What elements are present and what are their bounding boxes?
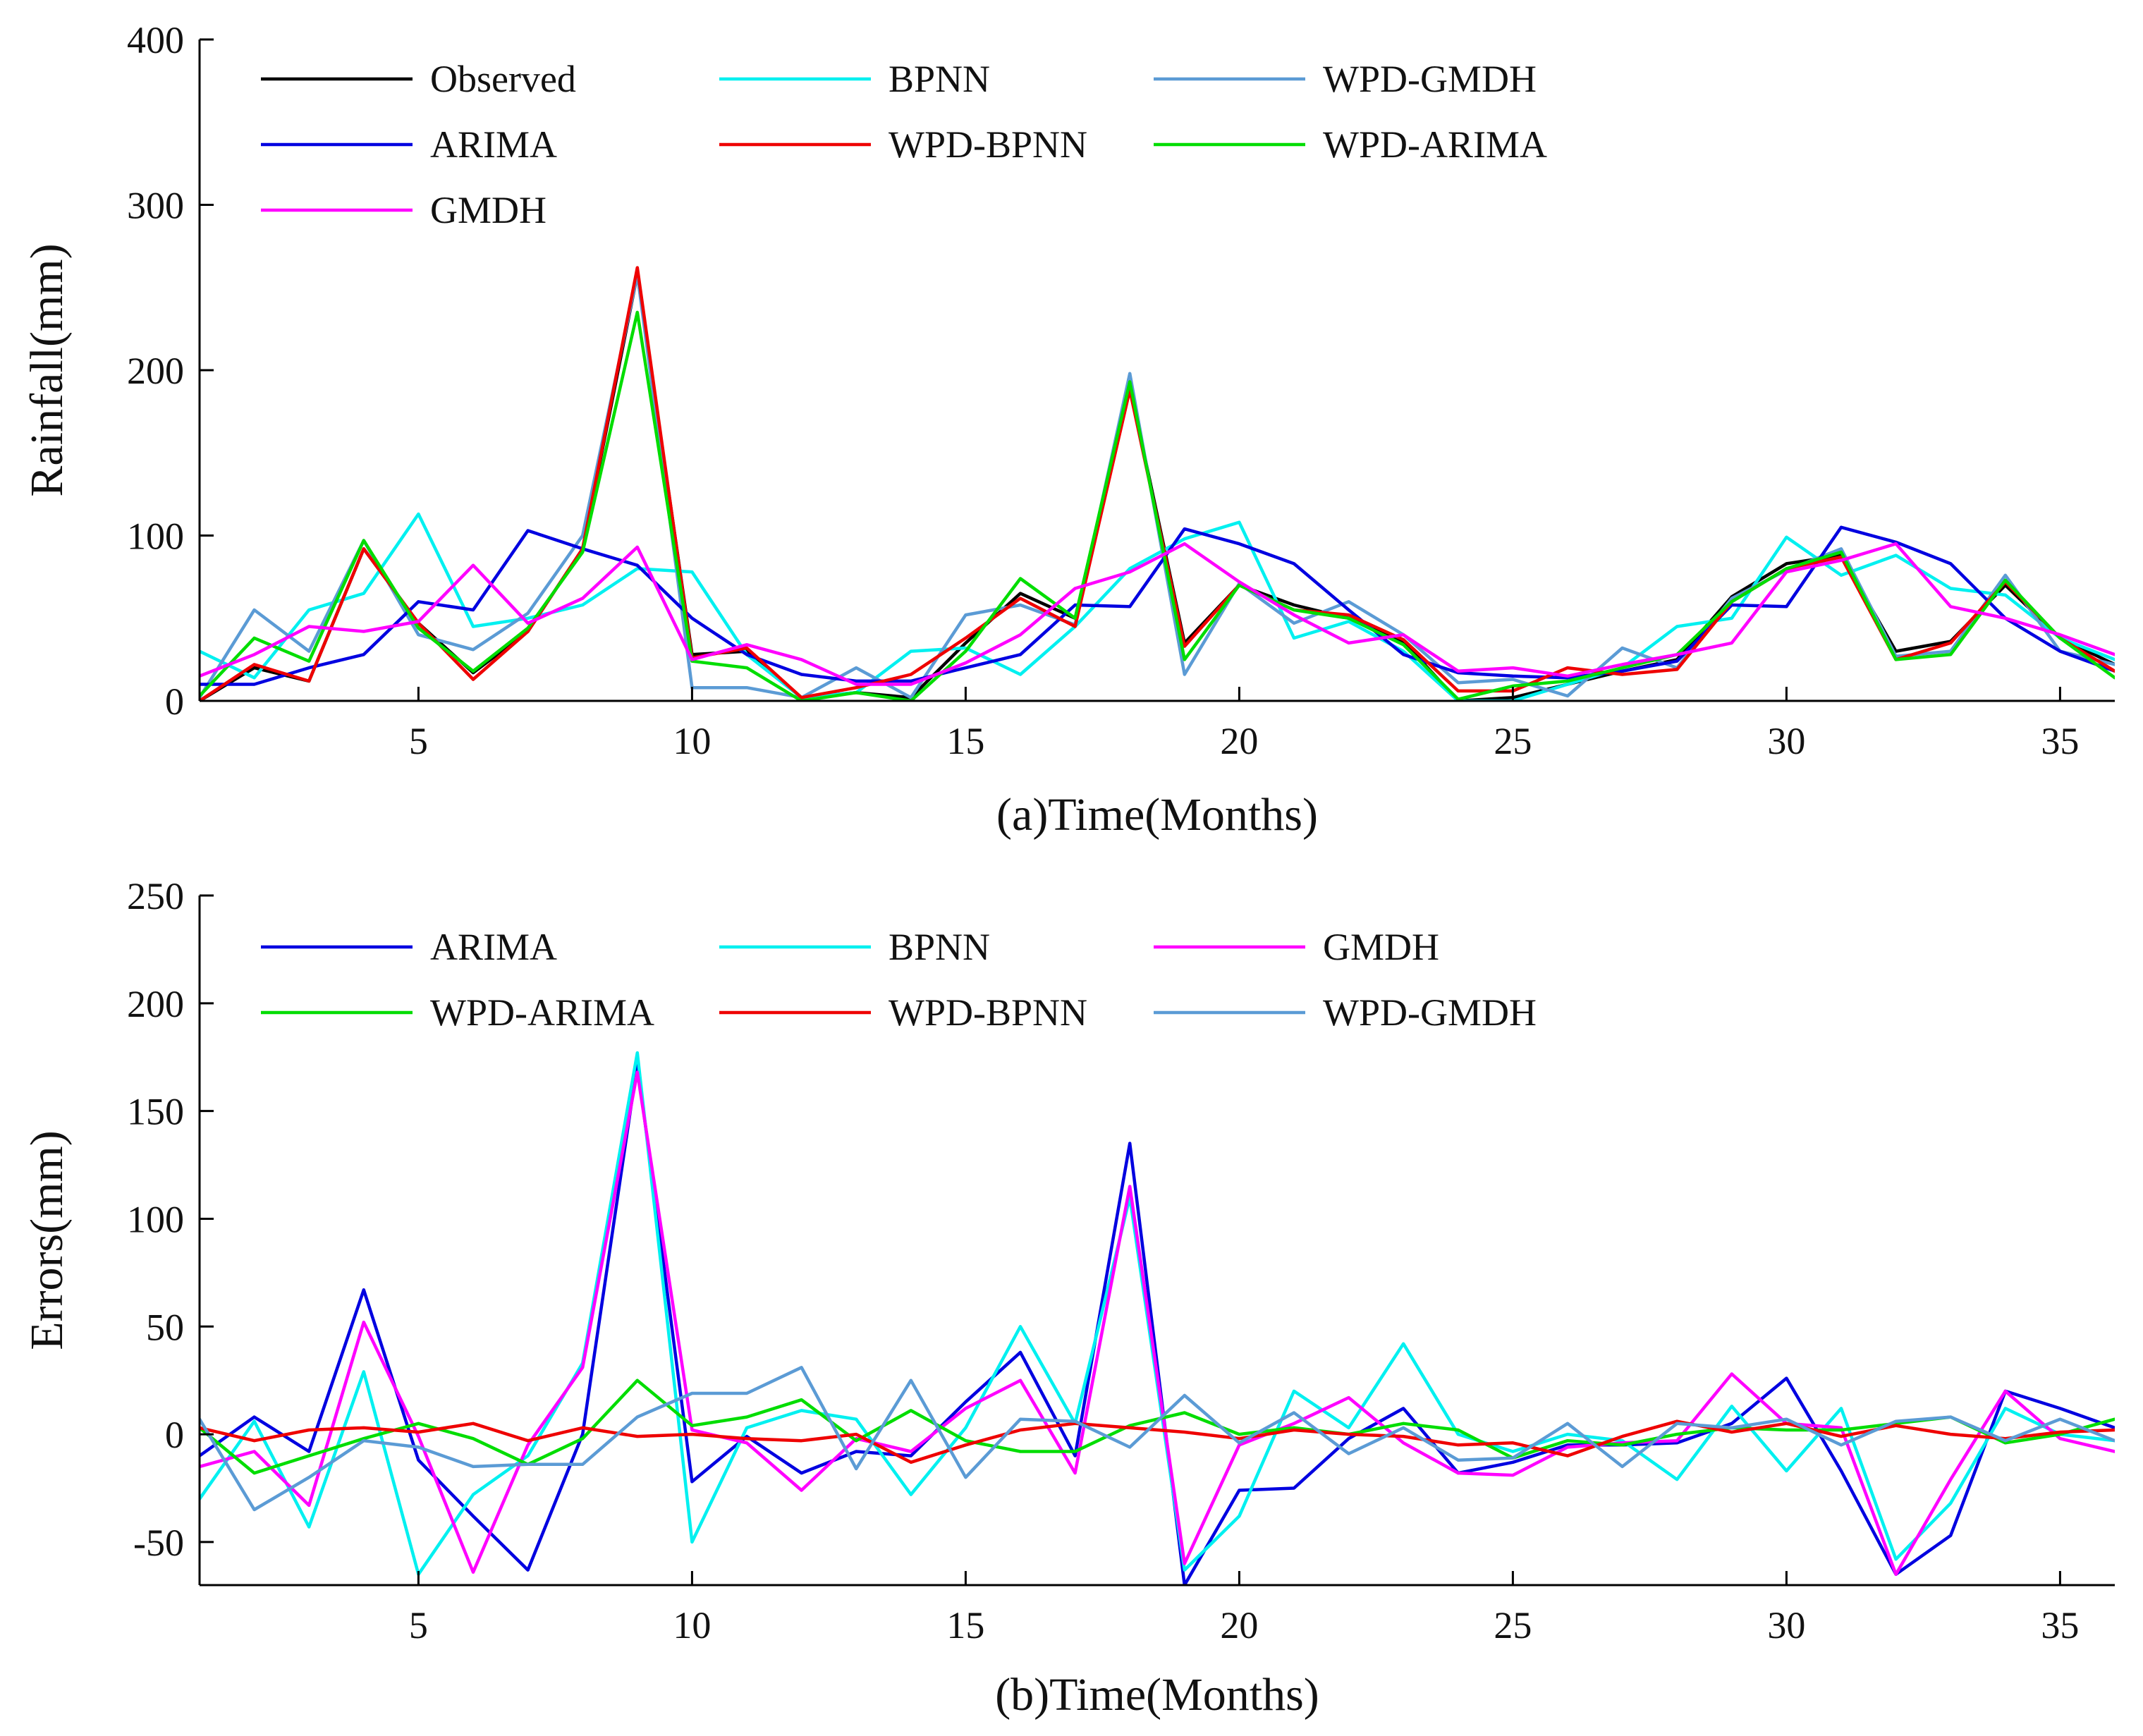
panel-a-y-tick-label: 0 — [165, 680, 184, 723]
panel-a-legend-label-bpnn: BPNN — [889, 58, 990, 100]
panel-a-legend-label-wpd-gmdh: WPD-GMDH — [1323, 58, 1537, 100]
panel-b-y-tick-label: 0 — [165, 1414, 184, 1456]
panel-a-y-tick-label: 100 — [127, 515, 184, 558]
panel-a-series-wpd-gmdh — [200, 272, 2115, 699]
panel-a-series — [200, 266, 2115, 701]
panel-b-x-tick-label: 5 — [409, 1604, 428, 1646]
panel-b-legend-label-wpd-gmdh: WPD-GMDH — [1323, 991, 1537, 1034]
panel-b-y-tick-label: 200 — [127, 983, 184, 1025]
panel-b-y-tick-label: 100 — [127, 1198, 184, 1240]
panel-b-series-gmdh — [200, 1070, 2115, 1576]
panel-a-x-tick-label: 30 — [1767, 720, 1805, 762]
panel-a-series-observed — [200, 272, 2115, 701]
panel-b-legend-label-wpd-arima: WPD-ARIMA — [430, 991, 654, 1034]
panel-b-legend-label-arima: ARIMA — [430, 926, 557, 968]
panel-b-x-tick-label: 25 — [1494, 1604, 1532, 1646]
panel-a-x-tick-label: 15 — [946, 720, 984, 762]
panel-b-y-tick-label: -50 — [133, 1522, 184, 1564]
panel-a-legend-label-wpd-bpnn: WPD-BPNN — [889, 123, 1087, 166]
panel-b: 5 10 15 20 25 30 35 -50 0 50 100 150 200 250 ARIMA BPN… — [21, 875, 2115, 1720]
panel-b-x-tick-label: 35 — [2041, 1604, 2079, 1646]
panel-b-series-arima — [200, 1062, 2115, 1585]
panel-b-y-axis-title: Errors(mm) — [21, 1130, 73, 1350]
panel-a-y-axis-title: Rainfall(mm) — [21, 243, 73, 496]
panel-a-series-bpnn — [200, 512, 2115, 701]
panel-a-axes: 5 10 15 20 25 30 35 0 100 200 300 400 — [127, 19, 2115, 762]
panel-a-y-tick-label: 400 — [127, 19, 184, 61]
panel-a-legend-label-observed: Observed — [430, 58, 576, 100]
panel-a-series-gmdh — [200, 542, 2115, 686]
panel-a-legend-label-wpd-arima: WPD-ARIMA — [1323, 123, 1547, 166]
panel-a-x-axis-title: (a)Time(Months) — [996, 789, 1318, 841]
panel-b-axes: 5 10 15 20 25 30 35 -50 0 50 100 150 200 250 — [127, 875, 2115, 1646]
panel-a-y-tick-label: 200 — [127, 350, 184, 392]
panel-a-x-tick-label: 35 — [2041, 720, 2079, 762]
panel-b-y-tick-label: 250 — [127, 875, 184, 917]
panel-a-x-tick-label: 10 — [673, 720, 711, 762]
panel-b-y-tick-label: 50 — [146, 1306, 184, 1348]
panel-b-legend-label-bpnn: BPNN — [889, 926, 990, 968]
panel-b-x-tick-label: 20 — [1220, 1604, 1258, 1646]
panel-b-series — [200, 1051, 2115, 1585]
panel-b-legend-label-gmdh: GMDH — [1323, 926, 1439, 968]
panel-a-legend: Observed BPNN WPD-GMDH ARIMA WPD-BPNN WPD-ARI… — [261, 58, 1547, 231]
panel-a-series-arima — [200, 525, 2115, 686]
panel-a-legend-label-gmdh: GMDH — [430, 189, 547, 231]
panel-a-series-wpd-arima — [200, 310, 2115, 701]
panel-b-series-wpd-bpnn — [200, 1419, 2115, 1465]
panel-b-legend: ARIMA BPNN GMDH WPD-ARIMA WPD-BPNN WPD-GMDH — [261, 926, 1537, 1034]
panel-a-x-tick-label: 5 — [409, 720, 428, 762]
panel-b-x-tick-label: 30 — [1767, 1604, 1805, 1646]
panel-a-series-wpd-bpnn — [200, 266, 2115, 701]
panel-b-legend-label-wpd-bpnn: WPD-BPNN — [889, 991, 1087, 1034]
panel-a-x-tick-label: 25 — [1494, 720, 1532, 762]
panel-b-x-axis-title: (b)Time(Months) — [995, 1669, 1319, 1720]
panel-a: 5 10 15 20 25 30 35 0 100 200 300 400 Observed BPNN W… — [21, 19, 2115, 841]
panel-b-y-tick-label: 150 — [127, 1091, 184, 1133]
panel-b-series-wpd-gmdh — [200, 1366, 2115, 1512]
panel-b-x-tick-label: 15 — [946, 1604, 984, 1646]
panel-b-series-bpnn — [200, 1051, 2115, 1576]
panel-a-y-tick-label: 300 — [127, 185, 184, 227]
panel-a-x-tick-label: 20 — [1220, 720, 1258, 762]
panel-a-legend-label-arima: ARIMA — [430, 123, 557, 166]
panel-b-x-tick-label: 10 — [673, 1604, 711, 1646]
